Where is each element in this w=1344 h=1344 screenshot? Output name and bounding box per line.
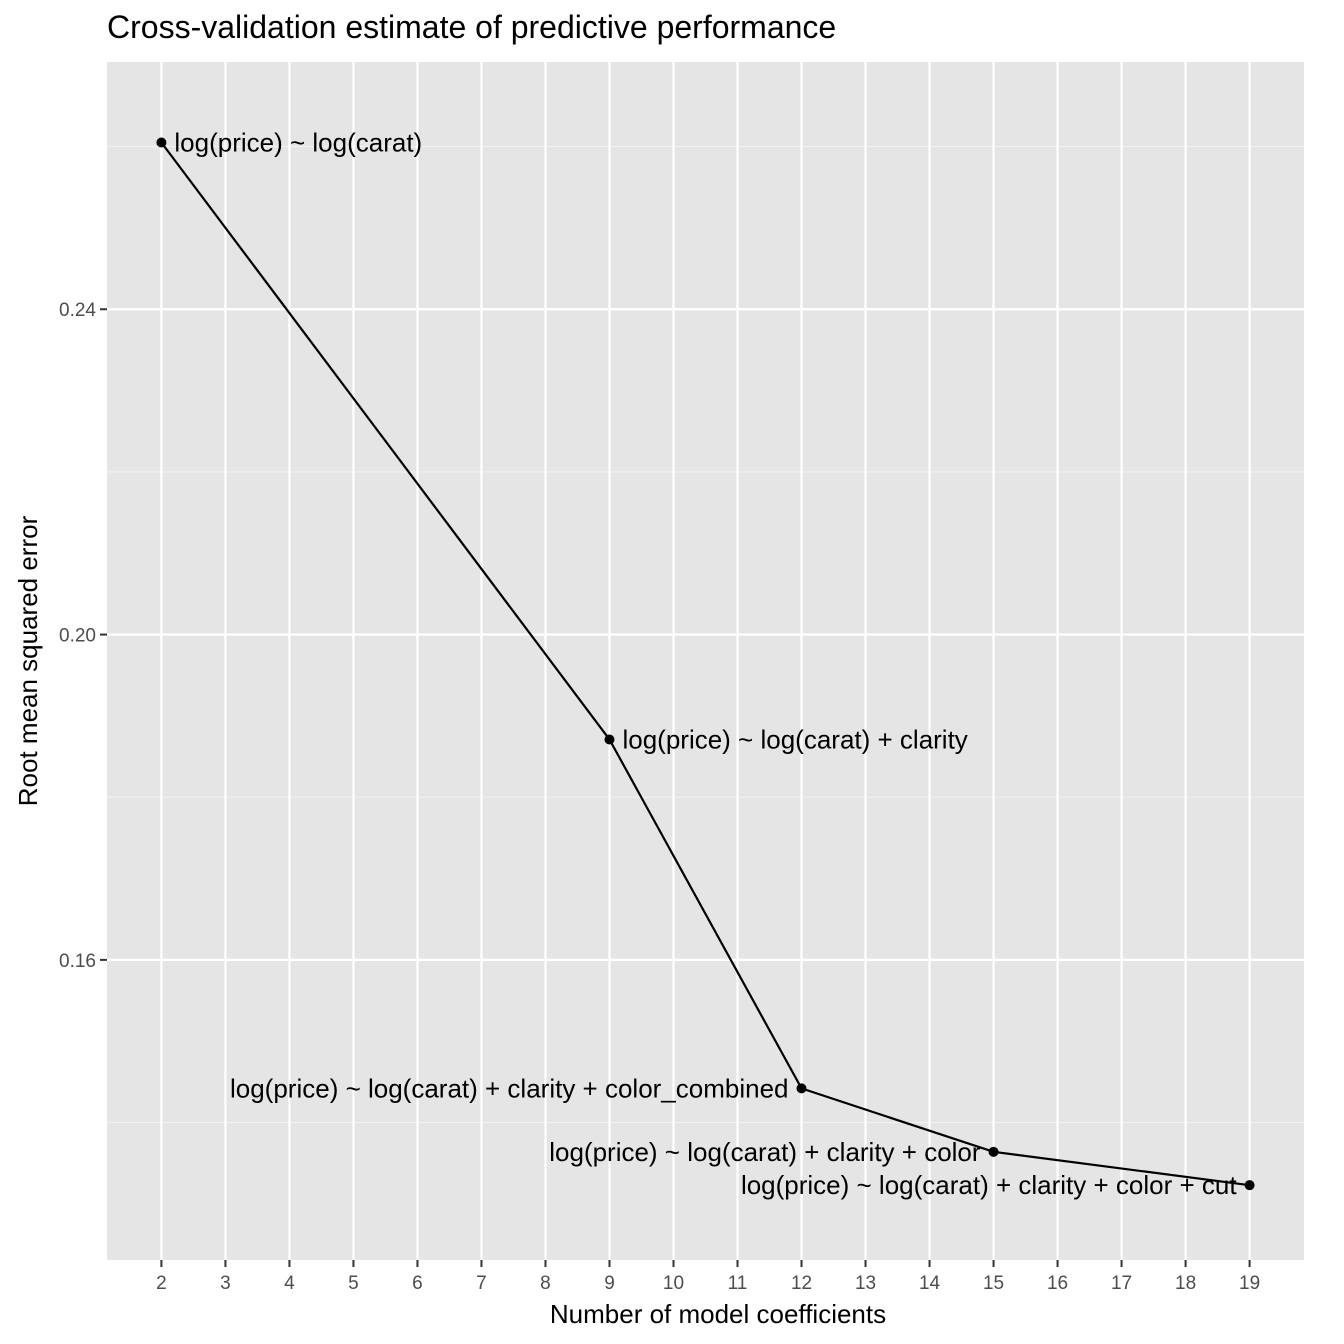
y-tick-label: 0.24 [59,300,96,321]
plot-panel [107,62,1304,1260]
data-point [604,734,615,745]
y-axis-title: Root mean squared error [13,515,43,806]
x-axis: 2 3 4 5 6 7 8 9 10 11 12 13 14 15 16 17 18 19 [156,1260,1260,1294]
data-point [156,137,167,148]
y-tick-label: 0.16 [59,951,96,972]
x-tick-label: 6 [412,1273,423,1294]
x-tick-label: 4 [284,1273,295,1294]
series-layer [156,137,1255,1191]
major-gridlines [107,62,1304,1260]
x-tick-label: 10 [663,1273,684,1294]
x-axis-title: Number of model coefficients [550,1299,886,1329]
chart-title: Cross-validation estimate of predictive … [107,9,836,45]
minor-gridlines [107,146,1304,1124]
x-tick-label: 12 [791,1273,812,1294]
x-tick-label: 11 [728,1273,748,1294]
y-axis: 0.16 0.20 0.24 [59,300,107,972]
y-tick-label: 0.20 [59,626,96,647]
data-label: log(price) ~ log(carat) + clarity + colo… [741,1170,1237,1200]
x-tick-label: 3 [220,1273,231,1294]
data-label: log(price) ~ log(carat) + clarity [622,724,967,754]
x-tick-label: 15 [983,1273,1004,1294]
data-point [988,1146,999,1157]
x-tick-label: 17 [1111,1273,1132,1294]
x-tick-label: 14 [919,1273,941,1294]
x-tick-label: 16 [1047,1273,1068,1294]
x-tick-label: 18 [1175,1273,1196,1294]
data-point [1244,1180,1255,1191]
x-tick-label: 2 [156,1273,167,1294]
x-tick-label: 5 [348,1273,359,1294]
data-point [796,1083,807,1094]
point-labels: log(price) ~ log(carat) log(price) ~ log(… [174,128,1237,1201]
x-tick-label: 19 [1239,1273,1260,1294]
x-tick-label: 8 [540,1273,551,1294]
x-tick-label: 7 [476,1273,487,1294]
data-label: log(price) ~ log(carat) + clarity + colo… [549,1137,981,1167]
data-label: log(price) ~ log(carat) + clarity + colo… [230,1073,789,1103]
data-label: log(price) ~ log(carat) [174,128,422,158]
x-tick-label: 9 [604,1273,615,1294]
x-tick-label: 13 [855,1273,876,1294]
